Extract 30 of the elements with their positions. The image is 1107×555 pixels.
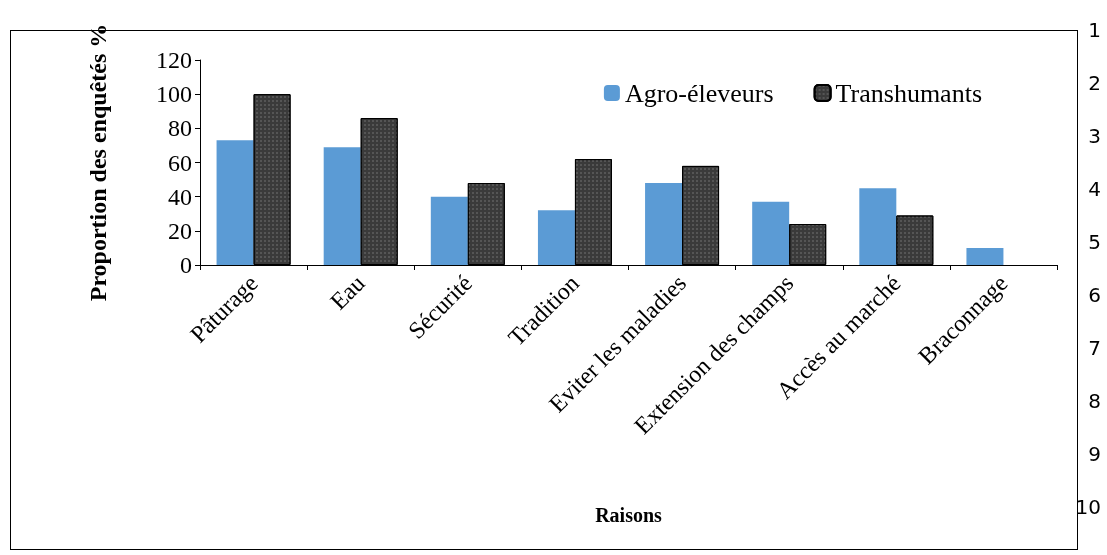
bar xyxy=(645,183,683,265)
text: 5 xyxy=(1088,230,1102,254)
y-tick-label: 40 xyxy=(168,183,192,210)
bar xyxy=(859,188,897,265)
text: 2 xyxy=(1088,71,1102,95)
legend-label: Transhumants xyxy=(835,78,982,108)
bar xyxy=(752,201,790,265)
bar xyxy=(430,196,468,265)
text: 4 xyxy=(1088,177,1102,201)
y-axis-title: Proportion des enquêtés % xyxy=(85,23,111,302)
text: 1 xyxy=(1088,18,1102,42)
bar xyxy=(537,210,575,265)
text: 7 xyxy=(1088,336,1102,360)
text: 9 xyxy=(1088,442,1102,466)
y-tick-label: 80 xyxy=(168,115,192,142)
text: 10 xyxy=(1075,495,1101,519)
y-tick-label: 20 xyxy=(168,217,192,244)
text: 6 xyxy=(1088,283,1102,307)
text: 8 xyxy=(1088,389,1102,413)
text: 3 xyxy=(1088,124,1102,148)
y-tick-label: 120 xyxy=(156,47,192,73)
y-tick-label: 0 xyxy=(180,252,192,278)
y-tick-label: 60 xyxy=(168,149,192,176)
x-axis-title: Raisons xyxy=(595,504,663,526)
bar xyxy=(323,147,361,265)
bar xyxy=(216,140,254,265)
legend-label: Agro-éleveurs xyxy=(624,78,774,108)
y-tick-label: 100 xyxy=(156,81,192,108)
x-tick-label: Eau xyxy=(325,269,370,315)
bar xyxy=(966,247,1004,265)
